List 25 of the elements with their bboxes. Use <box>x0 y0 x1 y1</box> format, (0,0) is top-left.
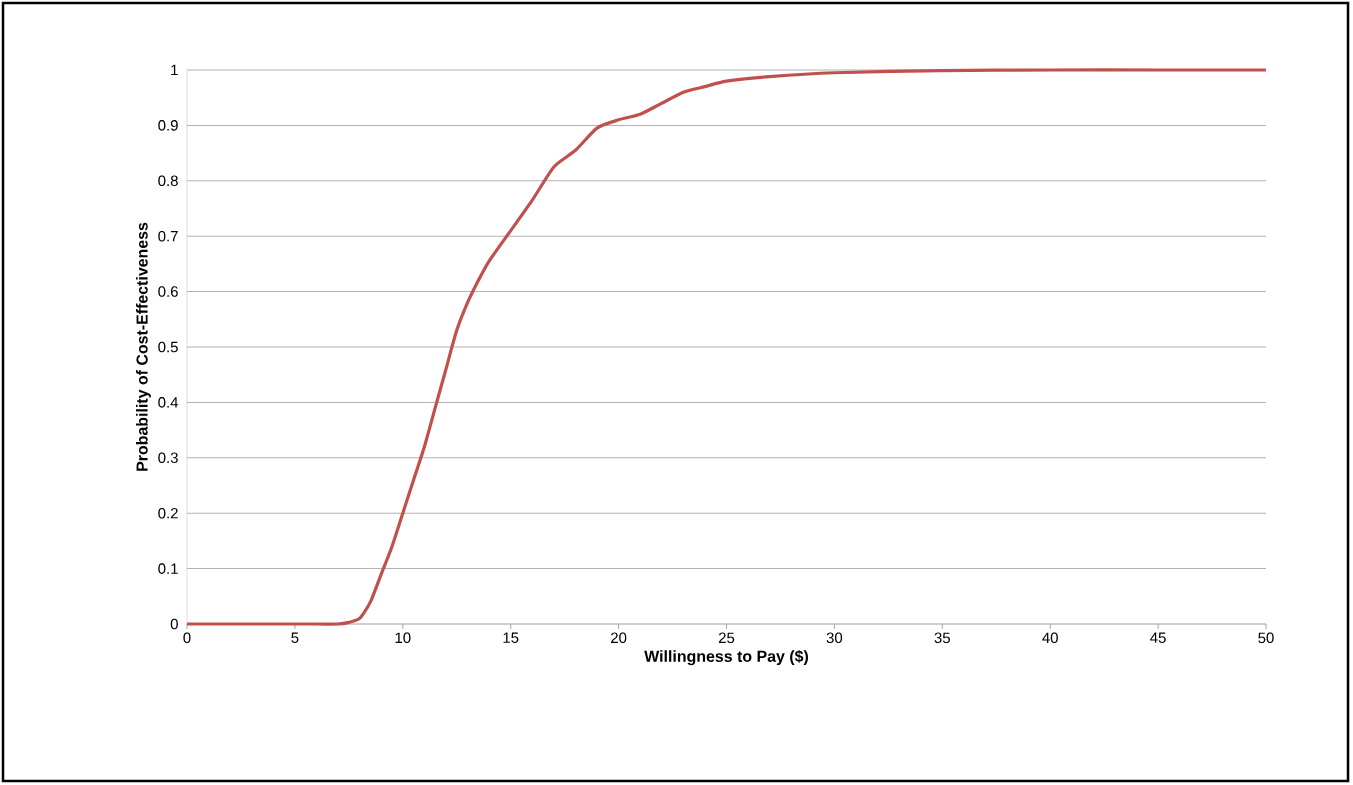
y-tick-label: 0.8 <box>158 175 178 187</box>
y-tick-label: 0.4 <box>158 397 179 408</box>
x-tick-label: 30 <box>826 632 843 644</box>
x-tick-label: 0 <box>183 632 191 644</box>
line-series <box>185 68 1268 626</box>
y-tick-label: 0 <box>170 618 178 630</box>
x-tick-label: 40 <box>1042 632 1058 644</box>
y-tick-label: 0.5 <box>158 341 178 353</box>
y-tick-label: 0.7 <box>158 230 178 242</box>
x-tick-label: 50 <box>1258 632 1274 644</box>
y-tick-label: 0.2 <box>158 507 178 519</box>
x-tick-label: 15 <box>503 632 519 643</box>
x-tick-label: 10 <box>395 632 411 644</box>
y-tick-label: 1 <box>171 64 178 76</box>
y-axis-title: Probability of Cost-Effectiveness <box>136 222 151 471</box>
x-tick-label: 20 <box>611 632 627 644</box>
y-tick-label: 0.1 <box>158 563 178 574</box>
x-tick-label: 25 <box>718 632 735 644</box>
x-tick-label: 5 <box>291 632 299 643</box>
y-tick-label: 0.3 <box>158 452 178 464</box>
x-tick-label: 35 <box>934 632 950 644</box>
x-axis-title: Willingness to Pay ($) <box>644 649 808 666</box>
x-tick-label: 45 <box>1150 632 1166 643</box>
y-tick-label: 0.9 <box>158 120 178 131</box>
y-tick-label: 0.6 <box>158 286 178 297</box>
